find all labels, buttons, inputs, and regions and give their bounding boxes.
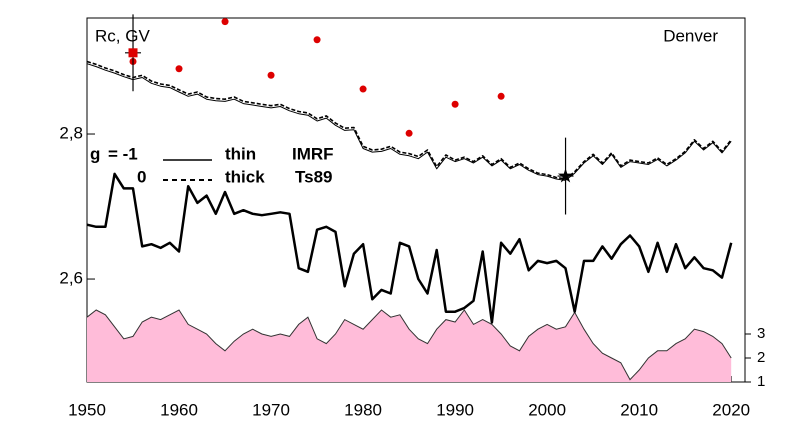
marker <box>557 168 574 183</box>
x-tick-label: 1990 <box>436 400 474 419</box>
y-tick-label: 2,8 <box>59 124 83 143</box>
y2-tick-label: 2 <box>757 349 765 366</box>
legend-text: = -1 <box>108 144 138 163</box>
x-tick-label: 1970 <box>252 400 290 419</box>
legend-text: thin <box>225 144 256 163</box>
y-tick-label: 2,6 <box>59 269 83 288</box>
point <box>267 71 275 79</box>
location-label: Denver <box>663 26 718 45</box>
marker <box>128 48 138 58</box>
legend-text: g <box>90 144 100 163</box>
point <box>175 65 183 73</box>
series-line <box>86 60 732 180</box>
point <box>405 129 413 137</box>
point <box>451 100 459 108</box>
series-line <box>86 63 732 181</box>
x-tick-label: 1950 <box>68 400 106 419</box>
y2-tick-label: 1 <box>757 373 765 390</box>
legend-text: IMRF <box>292 144 334 163</box>
x-tick-label: 2020 <box>712 400 750 419</box>
point <box>221 18 229 26</box>
x-tick-label: 2000 <box>528 400 566 419</box>
legend-text: Ts89 <box>295 167 333 186</box>
x-tick-label: 1960 <box>160 400 198 419</box>
x-tick-label: 1980 <box>344 400 382 419</box>
kp-area <box>87 310 732 382</box>
series-line <box>86 172 733 324</box>
y-axis-label: Rc, GV <box>95 26 150 45</box>
legend-text: thick <box>225 167 265 186</box>
legend-text: 0 <box>137 167 146 186</box>
kp-outline <box>86 309 732 381</box>
x-tick-label: 2010 <box>620 400 658 419</box>
point <box>313 36 321 44</box>
y2-tick-label: 3 <box>757 325 765 342</box>
point <box>497 92 505 100</box>
point <box>359 85 367 93</box>
